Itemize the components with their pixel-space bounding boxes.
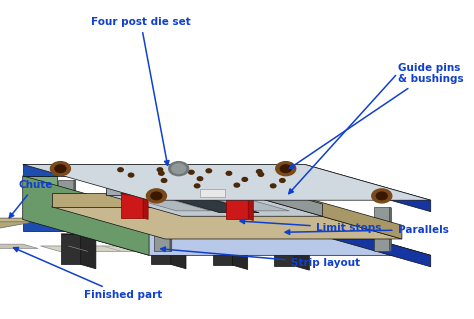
Text: Limit stops: Limit stops (240, 219, 381, 233)
Polygon shape (171, 234, 186, 269)
Polygon shape (61, 234, 81, 264)
Polygon shape (374, 207, 390, 251)
Polygon shape (168, 184, 197, 197)
Polygon shape (205, 197, 290, 211)
Polygon shape (23, 176, 56, 219)
Polygon shape (288, 193, 402, 239)
Circle shape (159, 171, 164, 175)
Text: Strip layout: Strip layout (161, 247, 360, 268)
Polygon shape (274, 235, 294, 266)
Circle shape (169, 162, 189, 176)
Circle shape (55, 165, 66, 173)
Polygon shape (390, 207, 392, 251)
Circle shape (280, 179, 285, 182)
Polygon shape (126, 197, 210, 211)
Circle shape (271, 184, 276, 188)
Polygon shape (169, 182, 209, 198)
Circle shape (189, 170, 194, 174)
Circle shape (276, 162, 296, 176)
Circle shape (118, 168, 123, 172)
Circle shape (372, 189, 392, 203)
Polygon shape (23, 164, 304, 176)
Circle shape (242, 177, 247, 181)
Polygon shape (143, 193, 148, 219)
Circle shape (376, 192, 387, 200)
Polygon shape (40, 246, 237, 251)
Text: Guide pins
& bushings: Guide pins & bushings (290, 63, 463, 168)
Circle shape (280, 165, 291, 173)
Text: Chute: Chute (9, 180, 53, 218)
Polygon shape (294, 235, 310, 270)
Polygon shape (233, 234, 248, 270)
Polygon shape (304, 219, 431, 267)
Bar (201, 189, 225, 197)
Polygon shape (213, 234, 233, 265)
Polygon shape (226, 195, 253, 196)
Polygon shape (120, 193, 143, 218)
Circle shape (258, 173, 264, 176)
Circle shape (128, 173, 134, 177)
Polygon shape (23, 176, 149, 255)
Polygon shape (0, 244, 38, 249)
Polygon shape (154, 207, 170, 251)
Text: Finished part: Finished part (14, 248, 162, 300)
Circle shape (151, 192, 162, 200)
Circle shape (206, 169, 211, 173)
Polygon shape (151, 234, 186, 238)
Polygon shape (126, 184, 160, 197)
Polygon shape (151, 234, 171, 264)
Polygon shape (169, 198, 259, 213)
Polygon shape (274, 235, 310, 240)
Circle shape (197, 177, 203, 181)
Polygon shape (304, 164, 431, 212)
Circle shape (194, 184, 200, 188)
Polygon shape (74, 180, 76, 224)
Polygon shape (52, 207, 402, 239)
Circle shape (157, 168, 163, 172)
Circle shape (146, 189, 166, 203)
Circle shape (256, 170, 262, 174)
Polygon shape (120, 193, 148, 195)
Polygon shape (106, 182, 246, 195)
Polygon shape (278, 180, 293, 224)
Polygon shape (58, 180, 74, 224)
Circle shape (234, 183, 239, 187)
Polygon shape (0, 218, 42, 222)
Polygon shape (248, 195, 253, 220)
Text: Parallels: Parallels (285, 225, 448, 235)
Polygon shape (0, 218, 29, 230)
Polygon shape (106, 195, 322, 216)
Polygon shape (23, 219, 431, 255)
Polygon shape (23, 219, 304, 231)
Polygon shape (226, 195, 248, 219)
Polygon shape (213, 234, 248, 239)
Text: Four post die set: Four post die set (91, 17, 191, 165)
Polygon shape (170, 207, 172, 251)
Circle shape (161, 179, 167, 182)
Polygon shape (205, 184, 239, 197)
Circle shape (172, 164, 185, 174)
Circle shape (226, 171, 232, 175)
Polygon shape (246, 182, 322, 216)
Polygon shape (293, 180, 295, 224)
Circle shape (50, 162, 71, 176)
Polygon shape (23, 164, 431, 200)
Polygon shape (81, 234, 96, 269)
Polygon shape (168, 197, 247, 211)
Polygon shape (61, 234, 96, 238)
Polygon shape (52, 193, 288, 207)
